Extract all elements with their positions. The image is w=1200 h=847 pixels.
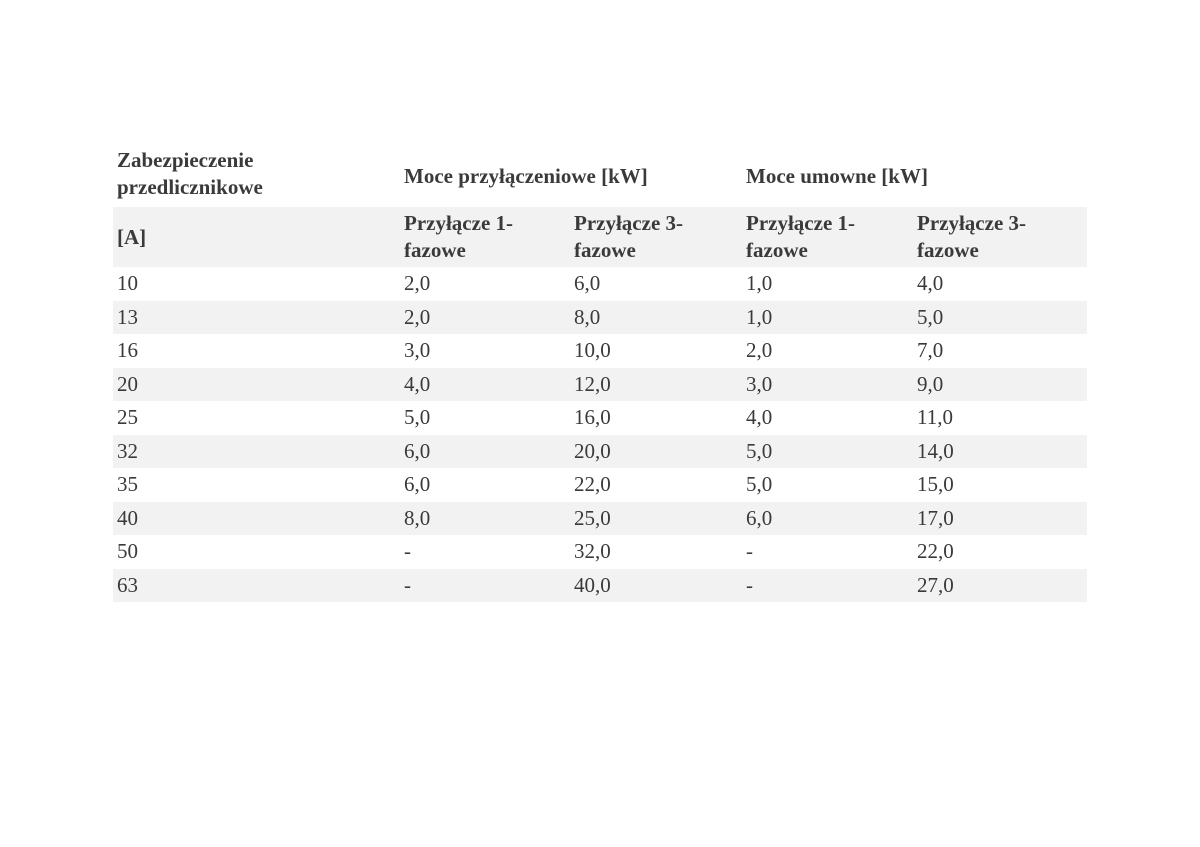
table-row: 13 2,0 8,0 1,0 5,0 [113, 300, 1087, 334]
table-cell: 5,0 [746, 472, 773, 497]
header-cell: Zabezpieczenie przedlicznikowe [117, 148, 263, 199]
table-cell: 13 [113, 300, 400, 334]
table-cell: 15,0 [917, 472, 954, 497]
power-table: Zabezpieczenie przedlicznikowe Moce przy… [113, 145, 1087, 602]
table-cell: - [404, 539, 411, 564]
header-cell: Moce przyłączeniowe [kW] [404, 163, 648, 188]
table-cell: 25,0 [570, 501, 742, 535]
header-cell: Przyłącze 1-fazowe [400, 207, 570, 267]
table-cell: 10,0 [574, 338, 611, 363]
table-cell: 16,0 [574, 405, 611, 430]
table-row: 20 4,0 12,0 3,0 9,0 [113, 367, 1087, 401]
table-cell: 1,0 [742, 300, 913, 334]
table-cell: 11,0 [917, 405, 953, 430]
table-cell: 20 [113, 367, 400, 401]
table-cell: - [742, 568, 913, 602]
table-cell: 2,0 [404, 271, 431, 296]
table-cell: 6,0 [400, 434, 570, 468]
table-cell: 5,0 [404, 405, 431, 430]
header-cell: [A] [113, 207, 400, 267]
table-row: 40 8,0 25,0 6,0 17,0 [113, 501, 1087, 535]
table-cell: 32 [113, 434, 400, 468]
table-cell: 6,0 [742, 501, 913, 535]
table-cell: 4,0 [400, 367, 570, 401]
table-cell: 5,0 [742, 434, 913, 468]
table-cell: 2,0 [746, 338, 773, 363]
table-cell: 6,0 [404, 472, 431, 497]
table-cell: 10 [117, 271, 138, 296]
table-row: 35 6,0 22,0 5,0 15,0 [113, 468, 1087, 502]
table-body: 10 2,0 6,0 1,0 4,0 13 2,0 8,0 1,0 5,0 16 3,0 10,0 2,0… [113, 267, 1087, 602]
table-cell: 6,0 [574, 271, 601, 296]
table-cell: 40 [113, 501, 400, 535]
header-cell: Moce umowne [kW] [746, 163, 928, 188]
table-cell: 32,0 [574, 539, 611, 564]
table-cell: 40,0 [570, 568, 742, 602]
table-cell: 35 [117, 472, 138, 497]
table-cell: 1,0 [746, 271, 773, 296]
table-cell: 22,0 [574, 472, 611, 497]
header-cell: Przyłącze 1-fazowe [742, 207, 913, 267]
table-cell: 2,0 [400, 300, 570, 334]
header-row: Zabezpieczenie przedlicznikowe Moce przy… [113, 145, 1087, 207]
table-cell: 4,0 [746, 405, 773, 430]
table-cell: 3,0 [742, 367, 913, 401]
table-cell: 8,0 [400, 501, 570, 535]
table-cell: 8,0 [570, 300, 742, 334]
header-cell: Przyłącze 3-fazowe [570, 207, 742, 267]
table-row: 16 3,0 10,0 2,0 7,0 [113, 334, 1087, 368]
header-cell: Przyłącze 3-fazowe [913, 207, 1087, 267]
header-row: [A] Przyłącze 1-fazowe Przyłącze 3-fazow… [113, 207, 1087, 267]
table-cell: 14,0 [913, 434, 1087, 468]
table-row: 63-40,0-27,0 [113, 568, 1087, 602]
table-cell: 20,0 [570, 434, 742, 468]
table-cell: 7,0 [917, 338, 944, 363]
table-cell: 17,0 [913, 501, 1087, 535]
table-row: 50 - 32,0 - 22,0 [113, 535, 1087, 569]
table-cell: - [746, 539, 753, 564]
table-cell: 12,0 [570, 367, 742, 401]
table-cell: 9,0 [913, 367, 1087, 401]
table-cell: 22,0 [917, 539, 954, 564]
table-cell: 50 [117, 539, 138, 564]
table-cell: 3,0 [404, 338, 431, 363]
table-row: 25 5,0 16,0 4,0 11,0 [113, 401, 1087, 435]
table-cell: 16 [117, 338, 138, 363]
table-cell: 4,0 [917, 271, 944, 296]
table-cell: 25 [117, 405, 138, 430]
table-cell: - [400, 568, 570, 602]
table-row: 32 6,0 20,0 5,0 14,0 [113, 434, 1087, 468]
table-cell: 5,0 [913, 300, 1087, 334]
table-cell: 63 [113, 568, 400, 602]
table-cell: 27,0 [913, 568, 1087, 602]
table-row: 10 2,0 6,0 1,0 4,0 [113, 267, 1087, 301]
